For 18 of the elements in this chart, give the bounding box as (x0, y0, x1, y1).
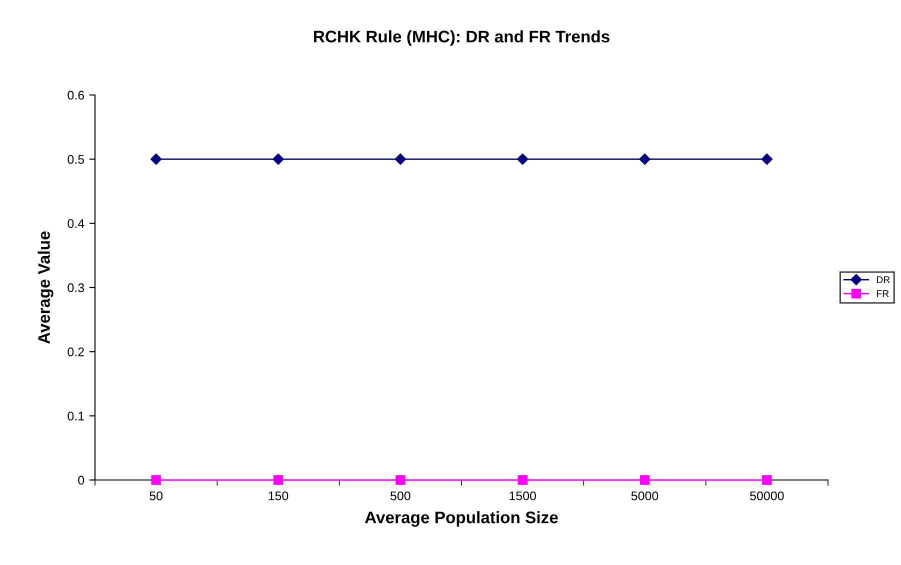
y-tick-label: 0.1 (68, 412, 84, 420)
x-axis-title: Average Population Size (364, 511, 558, 527)
chart-title: RCHK Rule (MHC): DR and FR Trends (314, 30, 610, 46)
y-tick-label: 0.2 (68, 347, 84, 356)
x-tick-label: 5000 (631, 491, 658, 500)
y-tick-label: 0 (78, 476, 84, 485)
legend-label: FR (876, 290, 889, 297)
x-tick-label: 1500 (510, 491, 536, 500)
y-axis-title: Average Value (38, 231, 54, 344)
y-tick-label: 0.5 (68, 154, 84, 164)
x-tick-label: 50000 (750, 491, 784, 500)
y-tick-label: 0.4 (68, 219, 84, 228)
legend-label: DR (876, 276, 890, 284)
x-tick-label: 500 (390, 491, 410, 500)
x-tick-label: 150 (268, 491, 288, 500)
y-tick-label: 0.6 (68, 90, 84, 100)
x-tick-label: 50 (150, 491, 163, 500)
y-tick-label: 0.3 (68, 283, 84, 292)
